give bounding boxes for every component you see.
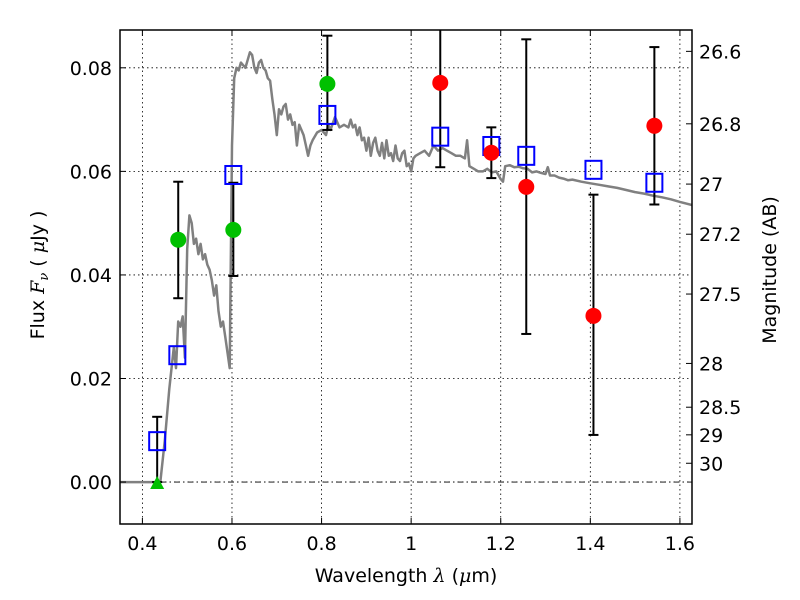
magnitude-tick-label: 26.8 xyxy=(699,114,741,136)
y-axis-label: Flux Fν ( μJy ) xyxy=(27,211,52,340)
model-photometry-square xyxy=(318,104,337,125)
optical-detections-point xyxy=(225,221,242,238)
magnitude-tick-label: 28 xyxy=(699,353,723,375)
optical-detections-point xyxy=(319,75,336,92)
y-axis-right-label: Magnitude (AB) xyxy=(759,196,781,344)
upper-limit-triangle xyxy=(150,476,165,490)
magnitude-tick-label: 28.5 xyxy=(699,397,741,419)
y-tick-label: 0.08 xyxy=(70,58,112,80)
x-tick-label: 0.4 xyxy=(127,533,157,555)
magnitude-tick-label: 30 xyxy=(699,453,723,475)
x-axis-label: Wavelength λ (μm) xyxy=(315,565,498,587)
magnitude-tick-label: 27.5 xyxy=(699,284,741,306)
x-tick-label: 1.2 xyxy=(486,533,516,555)
x-tick-label: 1.4 xyxy=(575,533,605,555)
spectrum-layer xyxy=(120,51,692,484)
y-axis-magnitude: 26.6 26.8 27 27.2 27.5 28 28.5 29 30 xyxy=(686,41,741,475)
magnitude-tick-label: 29 xyxy=(699,425,723,447)
y-tick-label: 0.02 xyxy=(70,368,112,390)
model-photometry-square xyxy=(431,126,450,147)
nir-detections-point xyxy=(518,178,535,195)
y-axis-flux: 0.00 0.02 0.04 0.06 0.08 xyxy=(70,58,126,494)
model-photometry-square xyxy=(517,145,536,166)
model-photometry-square xyxy=(584,159,603,180)
model-photometry-square xyxy=(148,431,167,452)
plot-frame xyxy=(119,29,693,525)
model-spectrum-line xyxy=(120,51,692,484)
model-photometry-square xyxy=(645,172,664,193)
magnitude-tick-label: 27.2 xyxy=(699,224,741,246)
grid xyxy=(120,30,692,524)
y-tick-label: 0.00 xyxy=(70,472,112,494)
x-tick-label: 0.6 xyxy=(217,533,247,555)
magnitude-tick-label: 26.6 xyxy=(699,41,741,63)
y-tick-label: 0.06 xyxy=(70,161,112,183)
nir-detections-point xyxy=(483,144,500,161)
model-photometry-square xyxy=(224,164,243,185)
y-tick-label: 0.04 xyxy=(70,265,112,287)
magnitude-tick-label: 27 xyxy=(699,174,723,196)
x-tick-label: 0.8 xyxy=(306,533,336,555)
x-tick-label: 1.6 xyxy=(665,533,695,555)
x-tick-label: 1 xyxy=(405,533,417,555)
nir-detections-point xyxy=(585,307,602,324)
nir-detections-point xyxy=(432,74,449,91)
model-photometry-square xyxy=(168,345,187,366)
x-axis: 0.4 0.6 0.8 1 1.2 1.4 1.6 xyxy=(127,30,695,555)
nir-detections-point xyxy=(646,117,663,134)
errorbar-layer xyxy=(152,30,660,484)
marker-layer xyxy=(148,74,664,490)
optical-detections-point xyxy=(170,231,187,248)
